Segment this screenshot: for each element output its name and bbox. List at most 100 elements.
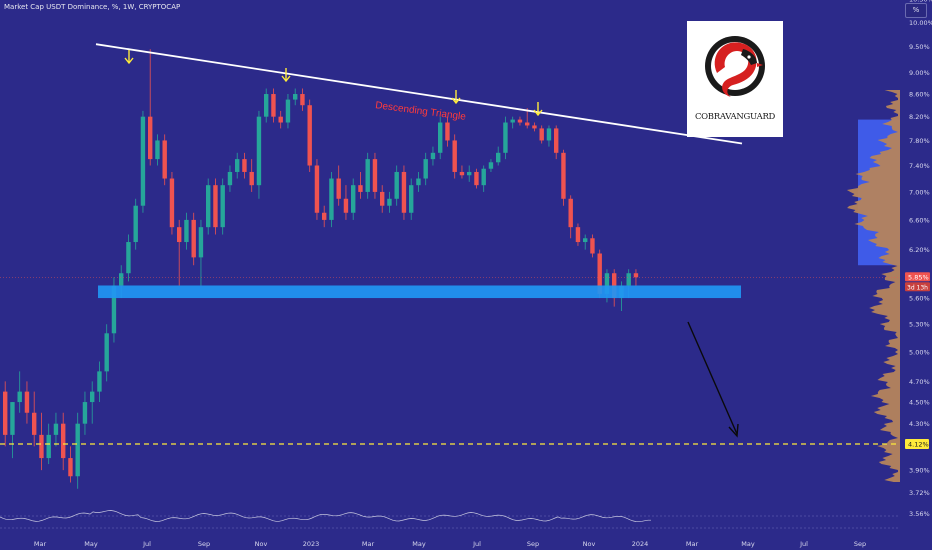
candle-body	[249, 171, 254, 186]
candle-body	[155, 140, 160, 160]
peak-arrows	[124, 50, 543, 117]
candle-body	[554, 128, 559, 153]
down-arrow-icon	[281, 75, 291, 83]
candle-body	[220, 185, 225, 228]
indicator-pane	[0, 510, 900, 529]
x-tick-label: 2023	[303, 540, 320, 548]
candle-body	[481, 168, 486, 186]
pattern-label: Descending Triangle	[375, 100, 467, 123]
candle-body	[604, 273, 610, 294]
indicator-line	[0, 510, 651, 523]
x-tick-label: Sep	[854, 540, 866, 548]
candle-body	[198, 227, 204, 258]
candle-body	[372, 159, 378, 192]
y-tick-label: 3.56%	[909, 510, 930, 518]
candle-body	[336, 178, 341, 199]
y-tick-label: 4.30%	[909, 420, 930, 428]
candle-body	[293, 94, 298, 100]
candle-body	[358, 185, 363, 192]
target-price-badge	[905, 439, 929, 450]
y-tick-label: 8.20%	[909, 113, 930, 121]
y-tick-label: 6.20%	[909, 246, 930, 254]
current-price-badge	[905, 272, 930, 282]
x-tick-label: Nov	[255, 540, 268, 548]
candle-body	[24, 391, 30, 413]
y-tick-label: 7.40%	[909, 162, 930, 170]
candle-body	[191, 219, 196, 258]
candle-body	[227, 171, 233, 186]
y-tick-label: 4.70%	[909, 378, 930, 386]
candles	[3, 49, 639, 489]
y-tick-label: 7.00%	[909, 188, 930, 196]
y-tick-label: 10.00%	[909, 19, 932, 27]
candle-body	[568, 198, 573, 228]
candle-body	[416, 178, 421, 186]
candle-body	[271, 94, 276, 117]
x-axis: Mar May Jul Sep Nov 2023 Mar May Jul Sep Nov 2024 Ma…	[34, 540, 866, 548]
candle-body	[438, 122, 443, 153]
candle-body	[278, 116, 283, 123]
y-tick-label: 9.00%	[909, 69, 930, 77]
y-tick-label: 3.90%	[909, 467, 930, 475]
candle-body	[365, 159, 370, 192]
x-tick-label: May	[412, 540, 426, 548]
candle-body	[445, 122, 450, 141]
candle-body	[133, 205, 138, 243]
x-tick-label: Jul	[799, 540, 808, 548]
y-tick-label: 10.50%	[909, 0, 932, 4]
candle-body	[39, 434, 44, 459]
candle-body	[546, 128, 552, 141]
x-tick-label: Nov	[583, 540, 596, 548]
volume-profile	[846, 90, 900, 482]
y-tick-label: 5.60%	[909, 295, 930, 303]
candle-body	[561, 152, 566, 199]
candle-body	[575, 227, 581, 243]
y-tick-label: 7.80%	[909, 137, 930, 145]
x-tick-label: May	[84, 540, 98, 548]
candle-body	[140, 116, 146, 206]
countdown-value: 3d 13h	[907, 284, 928, 291]
candle-body	[597, 253, 602, 294]
candle-body	[430, 152, 436, 160]
candle-body	[459, 171, 465, 176]
candle-body	[111, 285, 117, 334]
candle-body	[583, 238, 588, 243]
candle-body	[394, 171, 399, 199]
candle-body	[496, 152, 501, 163]
candle-body	[264, 94, 269, 117]
candle-body	[503, 122, 508, 153]
x-tick-label: Sep	[198, 540, 210, 548]
candle-body	[3, 391, 8, 435]
candle-body	[61, 423, 66, 459]
candle-body	[46, 434, 51, 459]
candle-body	[329, 178, 334, 220]
x-tick-label: Mar	[686, 540, 699, 548]
x-tick-label: Jul	[142, 540, 151, 548]
percent-scale-button[interactable]: %	[905, 3, 927, 18]
candle-body	[307, 105, 312, 166]
down-arrow-icon	[533, 109, 543, 117]
y-tick-label: 9.50%	[909, 43, 930, 51]
support-zone	[98, 285, 741, 299]
candle-body	[169, 178, 175, 228]
y-tick-label: 4.50%	[909, 399, 930, 407]
candle-body	[213, 185, 218, 228]
candle-body	[401, 171, 407, 213]
projection-arrow-head	[728, 423, 739, 438]
candle-body	[82, 402, 88, 424]
candle-body	[256, 116, 262, 186]
down-arrow-icon	[124, 57, 134, 65]
candle-body	[387, 198, 392, 206]
candle-body	[343, 198, 349, 213]
candle-body	[488, 162, 494, 169]
target-price-tag: 4.12%	[905, 439, 929, 450]
projection-arrow	[687, 321, 738, 435]
y-tick-label: 6.60%	[909, 216, 930, 224]
candle-body	[104, 333, 109, 372]
cobra-icon	[705, 36, 765, 97]
candle-body	[409, 185, 414, 213]
candle-body	[242, 159, 247, 172]
x-tick-label: Sep	[527, 540, 539, 548]
candle-body	[235, 159, 240, 172]
